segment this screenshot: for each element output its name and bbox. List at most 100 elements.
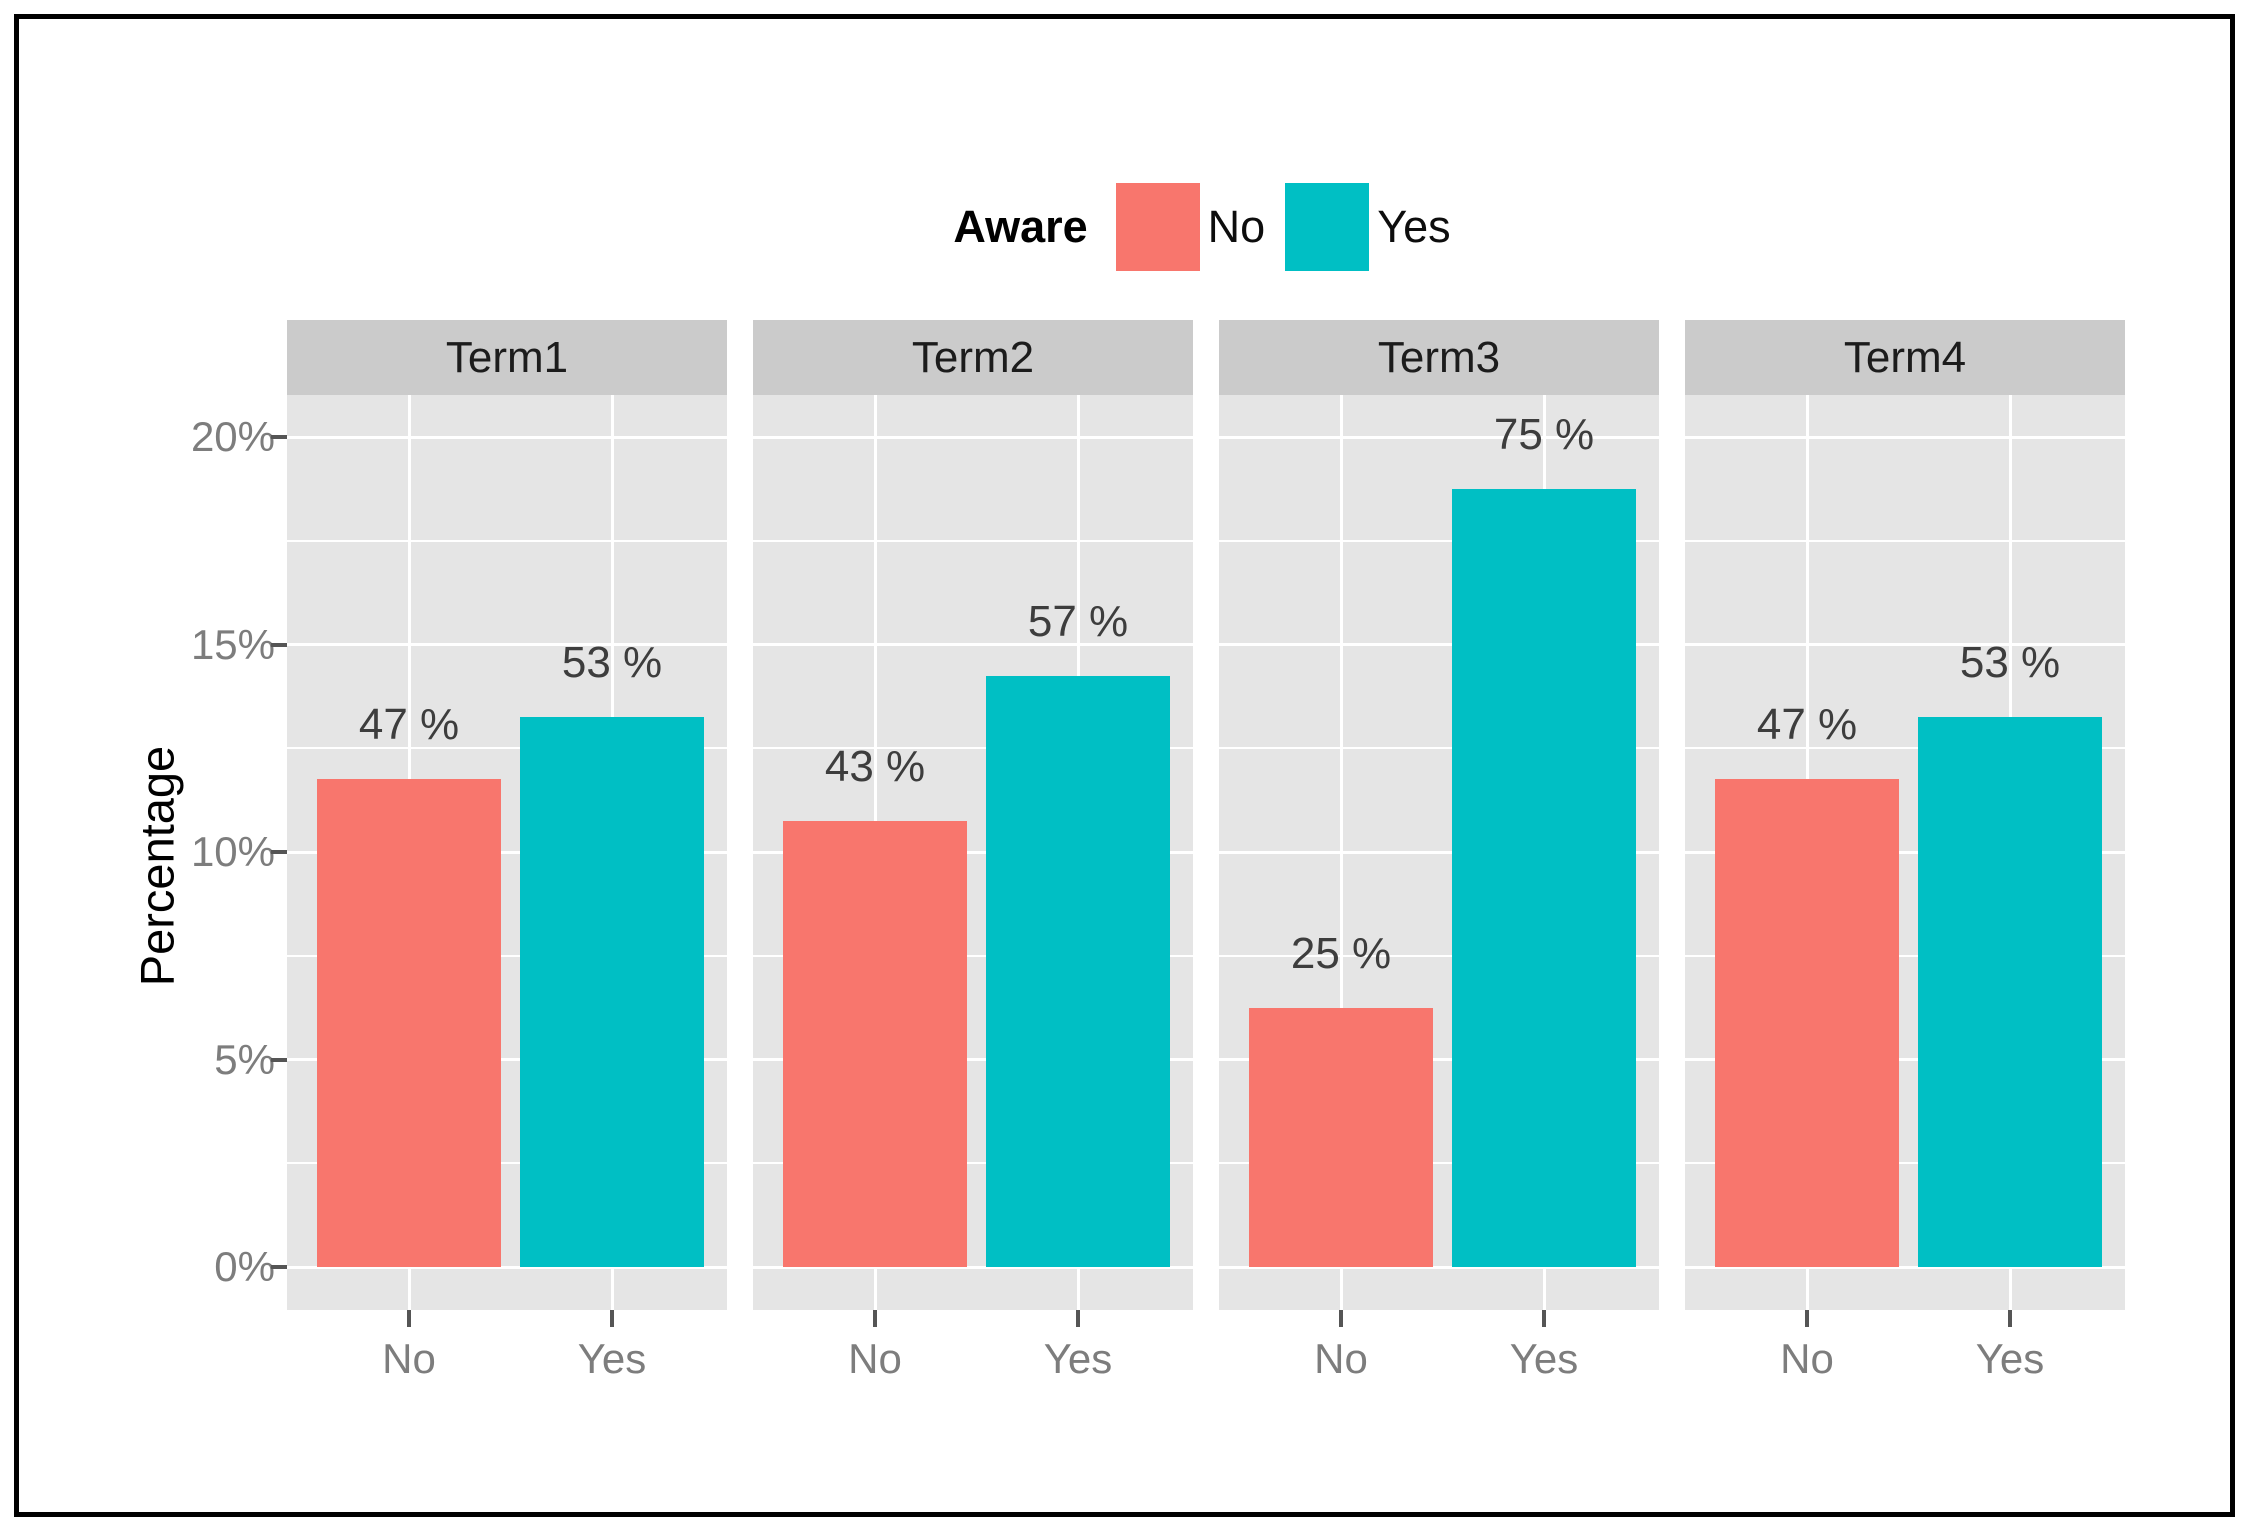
gridline-minor	[1685, 954, 2125, 957]
gridline-major	[1685, 1058, 2125, 1061]
bar-yes	[986, 675, 1170, 1267]
bar-no	[783, 820, 967, 1267]
legend: Aware No Yes	[19, 169, 2230, 285]
facet-strip: Term3	[1219, 320, 1659, 395]
x-axis-tick-label: No	[1314, 1335, 1368, 1382]
gridline-minor	[1219, 747, 1659, 750]
y-axis-tick-label: 10%	[190, 828, 275, 875]
legend-title: Aware	[953, 201, 1088, 252]
facet-panel: 43 % 57 %	[753, 395, 1193, 1310]
gridline-major	[753, 435, 1193, 439]
bar-value-label: 53 %	[561, 638, 663, 688]
x-axis-tick-label: Yes	[1975, 1335, 2045, 1382]
bar-value-label: 43 %	[824, 741, 926, 791]
x-axis-tick-mark	[873, 1310, 877, 1327]
legend-label-yes: Yes	[1377, 201, 1451, 252]
gridline-major	[1685, 435, 2125, 439]
gridline-major	[753, 850, 1193, 854]
gridline-minor	[287, 539, 727, 542]
x-axis-tick-mark	[1076, 1310, 1080, 1327]
gridline-major	[1685, 850, 2125, 854]
gridline-major	[287, 643, 727, 646]
gridline-minor	[287, 954, 727, 957]
x-axis-tick-mark	[1542, 1310, 1546, 1327]
x-axis-tick-mark	[2008, 1310, 2012, 1327]
y-axis-tick-mark	[271, 642, 288, 647]
legend-swatch-yes-icon	[1285, 183, 1370, 271]
facet-strip-label: Term3	[1377, 332, 1501, 382]
gridline-major	[1219, 1058, 1659, 1061]
x-axis-tick-mark	[610, 1310, 614, 1327]
x-axis-tick-label: No	[382, 1335, 436, 1382]
y-axis-tick-mark	[271, 1265, 288, 1269]
bar-value-label: 47 %	[358, 700, 460, 750]
y-axis-tick-mark	[271, 850, 288, 854]
gridline-major	[287, 1265, 727, 1269]
legend-label-no: No	[1207, 201, 1266, 252]
chart-frame: Aware No Yes Percentage 0% 5% 10% 15% 20% Te…	[14, 14, 2235, 1517]
gridline-minor	[1685, 539, 2125, 542]
gridline-minor	[753, 747, 1193, 750]
gridline-major	[1685, 643, 2125, 646]
bar-no	[317, 779, 501, 1267]
legend-swatch-no-icon	[1115, 183, 1200, 271]
facet-strip: Term4	[1685, 320, 2125, 395]
facet-strip-label: Term4	[1843, 332, 1967, 382]
bar-no	[1249, 1007, 1433, 1267]
x-axis-tick-mark	[1339, 1310, 1343, 1327]
facet-strip: Term2	[753, 320, 1193, 395]
gridline-minor	[753, 539, 1193, 542]
legend-item-yes: Yes	[1285, 183, 1451, 271]
gridline-minor	[287, 1162, 727, 1165]
legend-item-no: No	[1115, 183, 1266, 271]
facet-strip: Term1	[287, 320, 727, 395]
gridline-major	[287, 850, 727, 854]
gridline-minor	[1219, 954, 1659, 957]
gridline-minor	[1685, 1162, 2125, 1165]
gridline-major	[1219, 850, 1659, 854]
x-axis-tick-label: No	[848, 1335, 902, 1382]
facet-strip-label: Term2	[911, 332, 1035, 382]
gridline-major	[753, 1265, 1193, 1269]
gridline-minor	[753, 954, 1193, 957]
y-axis-tick-mark	[271, 1057, 288, 1062]
facet-strip-label: Term1	[445, 332, 569, 382]
gridline-minor	[753, 1162, 1193, 1165]
facet-panel: 47 % 53 %	[1685, 395, 2125, 1310]
y-axis-tick-label: 5%	[214, 1035, 275, 1083]
bar-yes	[1452, 488, 1636, 1267]
bar-value-label: 25 %	[1290, 928, 1392, 978]
facet-panel: 25 % 75 %	[1219, 395, 1659, 1310]
bar-value-label: 75 %	[1493, 409, 1595, 459]
bar-value-label: 47 %	[1756, 700, 1858, 750]
y-axis-tick-label: 20%	[190, 413, 275, 460]
gridline-minor	[1219, 1162, 1659, 1165]
x-axis-tick-mark	[407, 1310, 411, 1327]
bar-value-label: 53 %	[1959, 638, 2061, 688]
x-axis-tick-label: Yes	[577, 1335, 647, 1382]
gridline-major	[1219, 435, 1659, 439]
gridline-vertical	[1339, 395, 1343, 1310]
gridline-major	[753, 643, 1193, 646]
y-axis-tick-mark	[271, 435, 288, 439]
gridline-major	[287, 435, 727, 439]
y-axis-tick-label: 0%	[214, 1243, 275, 1290]
gridline-major	[1219, 1265, 1659, 1269]
x-axis-tick-mark	[1805, 1310, 1809, 1327]
bar-value-label: 57 %	[1027, 596, 1129, 646]
x-axis-tick-label: Yes	[1043, 1335, 1113, 1382]
bar-no	[1715, 779, 1899, 1267]
gridline-major	[753, 1058, 1193, 1061]
gridline-major	[287, 1058, 727, 1061]
bar-yes	[520, 717, 704, 1267]
bar-yes	[1918, 717, 2102, 1267]
gridline-minor	[1685, 747, 2125, 750]
x-axis-tick-label: No	[1780, 1335, 1834, 1382]
x-axis-tick-label: Yes	[1509, 1335, 1579, 1382]
gridline-major	[1685, 1265, 2125, 1269]
gridline-minor	[287, 747, 727, 750]
facet-panel: 47 % 53 %	[287, 395, 727, 1310]
y-axis-tick-label: 15%	[190, 620, 275, 668]
gridline-major	[1219, 643, 1659, 646]
gridline-minor	[1219, 539, 1659, 542]
